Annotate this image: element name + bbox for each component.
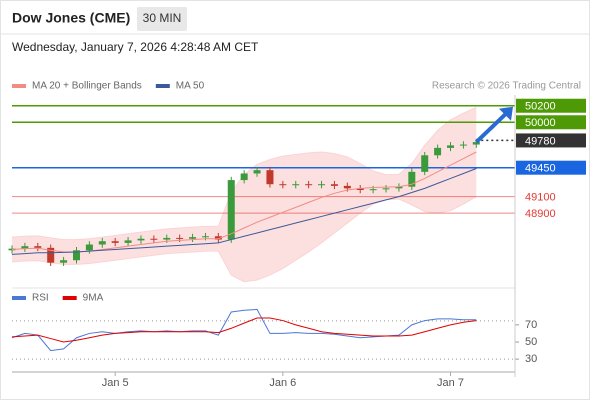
candle-body	[214, 236, 222, 240]
legend-swatch	[12, 84, 26, 88]
legend-swatch	[62, 296, 77, 300]
candle-body	[421, 155, 429, 172]
candle-body	[98, 241, 106, 245]
candle-body	[330, 184, 338, 186]
ma50-line	[11, 168, 477, 255]
level-label: 48900	[525, 208, 556, 220]
x-tick-label: Jan 6	[269, 377, 296, 389]
candle-body	[240, 173, 248, 181]
datetime: Wednesday, January 7, 2026 4:28:48 AM CE…	[12, 40, 259, 54]
interval-badge	[137, 7, 187, 31]
level-tag	[516, 115, 586, 130]
level-tag	[516, 98, 586, 113]
x-tick-label: Jan 7	[437, 377, 464, 389]
candle-body	[434, 147, 442, 156]
level-tag	[516, 160, 586, 175]
level-label: 50200	[525, 101, 556, 113]
candle-body	[124, 240, 132, 243]
level-label: 49100	[525, 192, 556, 204]
candle-body	[279, 184, 287, 186]
candle-body	[382, 188, 390, 190]
candle-body	[111, 241, 119, 243]
candle-body	[305, 184, 313, 186]
candle-body	[21, 246, 29, 249]
candle-body	[189, 237, 197, 239]
copyright: Research © 2026 Trading Central	[432, 81, 581, 92]
candle-body	[292, 184, 300, 186]
candle-body	[47, 247, 55, 263]
candle-body	[72, 250, 80, 261]
y-tick-label: 50	[525, 336, 537, 348]
forecast-arrowhead	[499, 106, 513, 121]
candle-body	[163, 237, 171, 240]
forecast-arrow	[474, 111, 509, 144]
x-tick-label: Jan 5	[102, 377, 129, 389]
y-tick-label: 70	[525, 319, 537, 331]
candle-body	[266, 170, 274, 185]
legend-label: MA 50	[176, 81, 205, 92]
legend-swatch	[12, 296, 26, 300]
candle-body	[34, 246, 42, 248]
candle-body	[8, 248, 16, 251]
candle-body	[253, 170, 261, 174]
title: Dow Jones (CME)	[12, 10, 130, 26]
level-label: 49450	[525, 163, 556, 175]
level-tag	[516, 133, 586, 148]
y-tick-label: 30	[525, 353, 537, 365]
level-label: 50000	[525, 117, 556, 129]
candle-body	[227, 180, 235, 240]
candle-body	[176, 237, 184, 239]
candle-body	[137, 238, 145, 241]
candle-body	[201, 236, 209, 238]
legend-swatch	[155, 84, 170, 88]
interval: 30 MIN	[143, 11, 182, 25]
candle-body	[85, 244, 93, 251]
rsi-line	[11, 317, 477, 343]
legend-label: RSI	[32, 293, 49, 304]
candle-body	[459, 144, 467, 146]
candle-body	[60, 260, 68, 263]
rsi-line	[11, 308, 477, 352]
candle-body	[408, 171, 416, 187]
candle-body	[318, 184, 326, 186]
legend-label: 9MA	[83, 293, 104, 304]
candle-body	[150, 238, 158, 240]
level-label: 49780	[525, 135, 556, 147]
legend-label: MA 20 + Bollinger Bands	[32, 81, 142, 92]
candle-body	[395, 186, 403, 189]
band-lower	[11, 196, 477, 283]
candle-body	[447, 145, 455, 148]
candle-body	[343, 185, 351, 189]
candle-body	[472, 142, 480, 145]
candle-body	[369, 189, 377, 191]
candle-body	[356, 188, 364, 190]
